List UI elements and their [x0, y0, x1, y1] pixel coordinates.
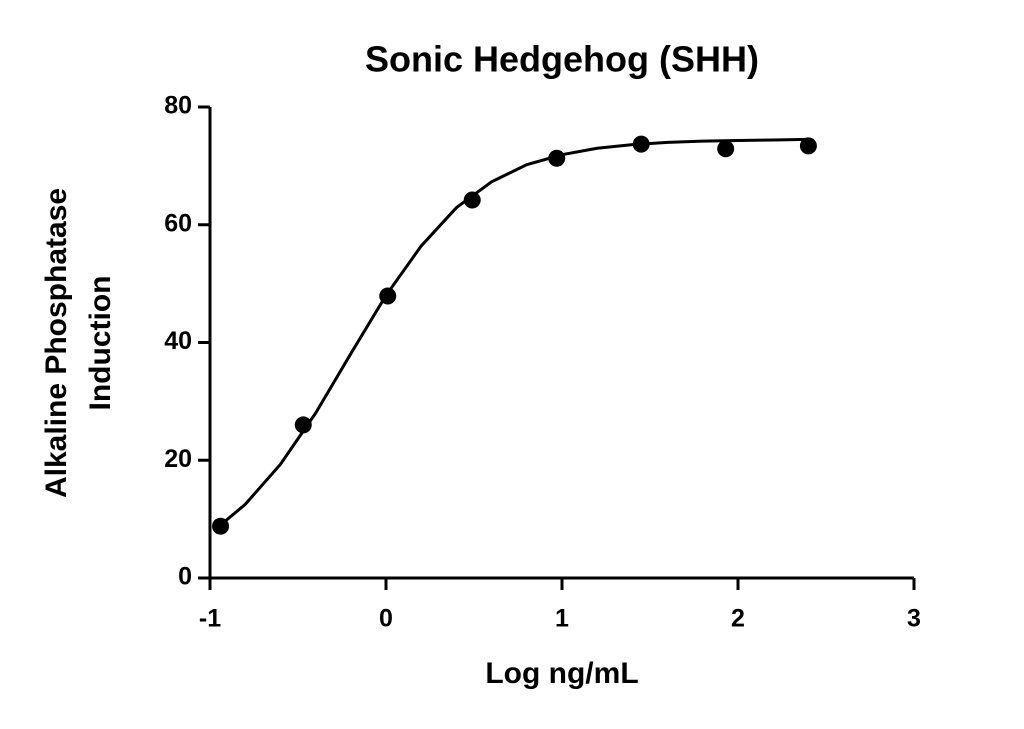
x-axis-label: Log ng/mL — [485, 657, 638, 690]
x-tick-label: 2 — [731, 605, 745, 633]
y-axis-label-line: Alkaline Phosphatase — [40, 188, 73, 498]
x-tick-label: 1 — [555, 605, 569, 633]
y-tick-label: 60 — [164, 209, 192, 237]
data-point — [717, 140, 735, 158]
x-tick-label: 0 — [379, 605, 393, 633]
data-point — [463, 191, 481, 209]
x-tick-label: 3 — [907, 605, 921, 633]
chart-title: Sonic Hedgehog (SHH) — [365, 39, 759, 80]
y-axis-label: Alkaline Phosphatase Induction — [40, 188, 117, 498]
y-tick-label: 80 — [164, 92, 192, 120]
y-tick-label: 40 — [164, 327, 192, 355]
x-tick-label: -1 — [199, 605, 221, 633]
y-axis-label-line: Induction — [84, 276, 117, 411]
data-point — [799, 137, 817, 155]
fit-curve — [219, 137, 809, 527]
data-point — [294, 416, 312, 434]
y-tick-label: 0 — [178, 563, 192, 591]
y-tick-label: 20 — [164, 445, 192, 473]
